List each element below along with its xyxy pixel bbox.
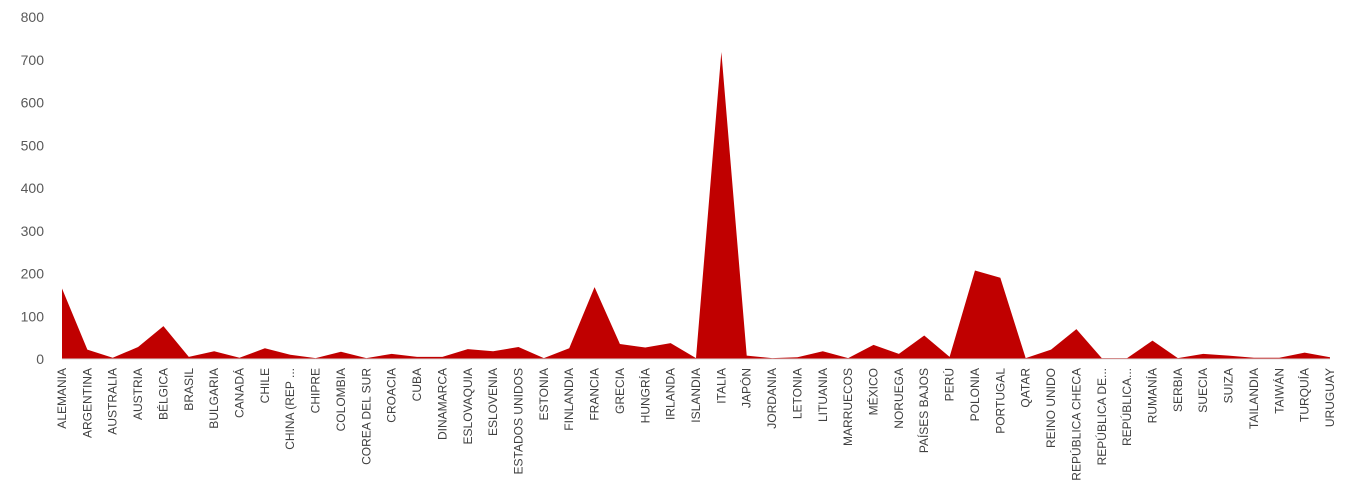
x-tick-label: SERBIA [1171, 368, 1185, 412]
x-tick-label: PAÍSES BAJOS [916, 368, 931, 453]
x-tick-label: BULGARIA [207, 368, 221, 429]
x-tick-label: ITALIA [714, 368, 728, 404]
x-tick-label: ESLOVAQUIA [461, 368, 475, 444]
x-tick-label: CUBA [410, 368, 424, 401]
x-tick-label: TURQUÍA [1297, 368, 1312, 422]
x-tick-label: CHIPRE [309, 368, 323, 413]
x-tick-label: GRECIA [613, 368, 627, 414]
x-tick-label: SUIZA [1222, 368, 1236, 403]
y-tick-label: 500 [21, 137, 45, 153]
x-tick-label: HUNGRÍA [637, 368, 652, 423]
y-tick-label: 700 [21, 52, 45, 68]
x-tick-label: ISLANDIA [689, 368, 703, 423]
x-tick-label: IRLANDA [664, 368, 678, 420]
x-tick-label: ARGENTINA [80, 368, 94, 438]
x-tick-label: PERÚ [942, 368, 957, 401]
y-axis: 0 100 200 300 400 500 600 700 800 [21, 9, 45, 367]
x-tick-label: ALEMANIA [55, 368, 69, 429]
y-tick-label: 0 [36, 351, 44, 367]
x-tick-label: COLOMBIA [334, 368, 348, 431]
y-tick-label: 600 [21, 95, 45, 111]
x-tick-label: BRASIL [182, 368, 196, 411]
x-tick-label: ESLOVENIA [486, 368, 500, 436]
y-tick-label: 400 [21, 180, 45, 196]
x-tick-label: ESTONIA [537, 368, 551, 420]
x-tick-label: REPÚBLICA CHECA [1068, 368, 1083, 481]
x-tick-label: MÉXICO [866, 368, 881, 415]
x-tick-label: BÉLGICA [155, 368, 170, 420]
x-axis: ALEMANIA ARGENTINA AUSTRALIA AUSTRIA BÉLGICA… [55, 368, 1337, 481]
x-tick-label: JAPÓN [739, 368, 754, 408]
x-tick-label: CROACIA [385, 368, 399, 423]
x-tick-label: PORTUGAL [993, 368, 1007, 434]
x-tick-label: ESTADOS UNIDOS [511, 368, 525, 474]
y-tick-label: 800 [21, 9, 45, 25]
x-tick-label: REINO UNIDO [1044, 368, 1058, 448]
x-tick-label: CHILE [258, 368, 272, 403]
x-tick-label: FINLANDIA [562, 368, 576, 431]
y-tick-label: 300 [21, 223, 45, 239]
x-tick-label: REPÚBLICA DE... [1094, 368, 1109, 465]
x-tick-label: RUMANÍA [1144, 368, 1159, 423]
x-tick-label: LITUANIA [816, 368, 830, 422]
x-tick-label: TAILANDIA [1247, 368, 1261, 429]
y-tick-label: 200 [21, 266, 45, 282]
x-tick-label: AUSTRALIA [106, 368, 120, 435]
x-tick-label: DINAMARCA [435, 368, 449, 440]
x-tick-label: MARRUECOS [841, 368, 855, 446]
x-tick-label: TAIWÁN [1271, 368, 1286, 414]
y-tick-label: 100 [21, 308, 45, 324]
x-tick-label: COREA DEL SUR [359, 368, 373, 465]
x-tick-label: CANADÁ [232, 368, 247, 418]
x-tick-label: FRANCIA [588, 368, 602, 421]
x-tick-label: REPÚBLICA... [1119, 368, 1134, 446]
x-tick-label: POLONIA [968, 368, 982, 421]
x-tick-label: NORUEGA [892, 368, 906, 429]
x-tick-label: CHINA (REP ... [283, 368, 297, 450]
x-tick-label: SUECIA [1196, 368, 1210, 413]
area-series [62, 52, 1330, 360]
x-tick-label: URUGUAY [1323, 368, 1337, 427]
x-tick-label: JORDANIA [765, 368, 779, 429]
x-tick-label: QATAR [1019, 368, 1033, 408]
x-tick-label: AUSTRIA [131, 368, 145, 420]
x-tick-label: LETONIA [790, 368, 804, 419]
